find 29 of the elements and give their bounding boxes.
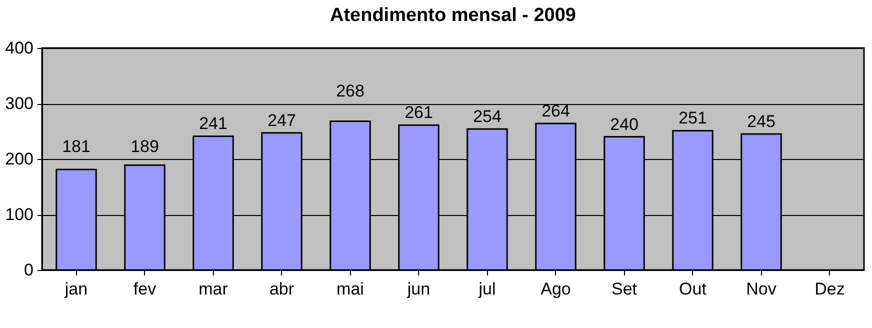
chart-title: Atendimento mensal - 2009 — [330, 5, 576, 26]
x-tick-label: Nov — [746, 280, 777, 298]
x-tick-label: Out — [679, 280, 707, 298]
y-tick-label: 200 — [5, 150, 34, 168]
x-tick-label: mar — [198, 280, 228, 298]
y-tick-label: 100 — [5, 205, 34, 224]
x-tick-label: Ago — [540, 280, 571, 298]
x-tick-label: Set — [611, 280, 638, 298]
data-label: 247 — [268, 110, 296, 130]
data-label: 251 — [678, 108, 707, 128]
x-tick-label: Dez — [814, 280, 845, 298]
data-label: 240 — [610, 114, 638, 134]
x-tick-label: jan — [64, 280, 88, 298]
data-label: 181 — [62, 137, 90, 156]
data-label: 254 — [473, 107, 502, 126]
x-tick-label: jun — [406, 280, 430, 298]
data-label: 264 — [542, 101, 570, 120]
data-label: 189 — [130, 137, 159, 156]
data-label: 241 — [199, 114, 228, 134]
data-label: 245 — [747, 112, 776, 132]
y-tick-label: 0 — [24, 260, 34, 280]
data-label: 268 — [336, 82, 364, 100]
y-tick-label: 400 — [5, 38, 34, 58]
x-tick-label: mai — [336, 280, 364, 298]
x-tick-label: jul — [478, 280, 496, 298]
y-tick-label: 300 — [5, 94, 34, 113]
x-tick-label: fev — [133, 280, 157, 298]
x-tick-label: abr — [269, 280, 294, 298]
data-label: 261 — [404, 103, 433, 122]
